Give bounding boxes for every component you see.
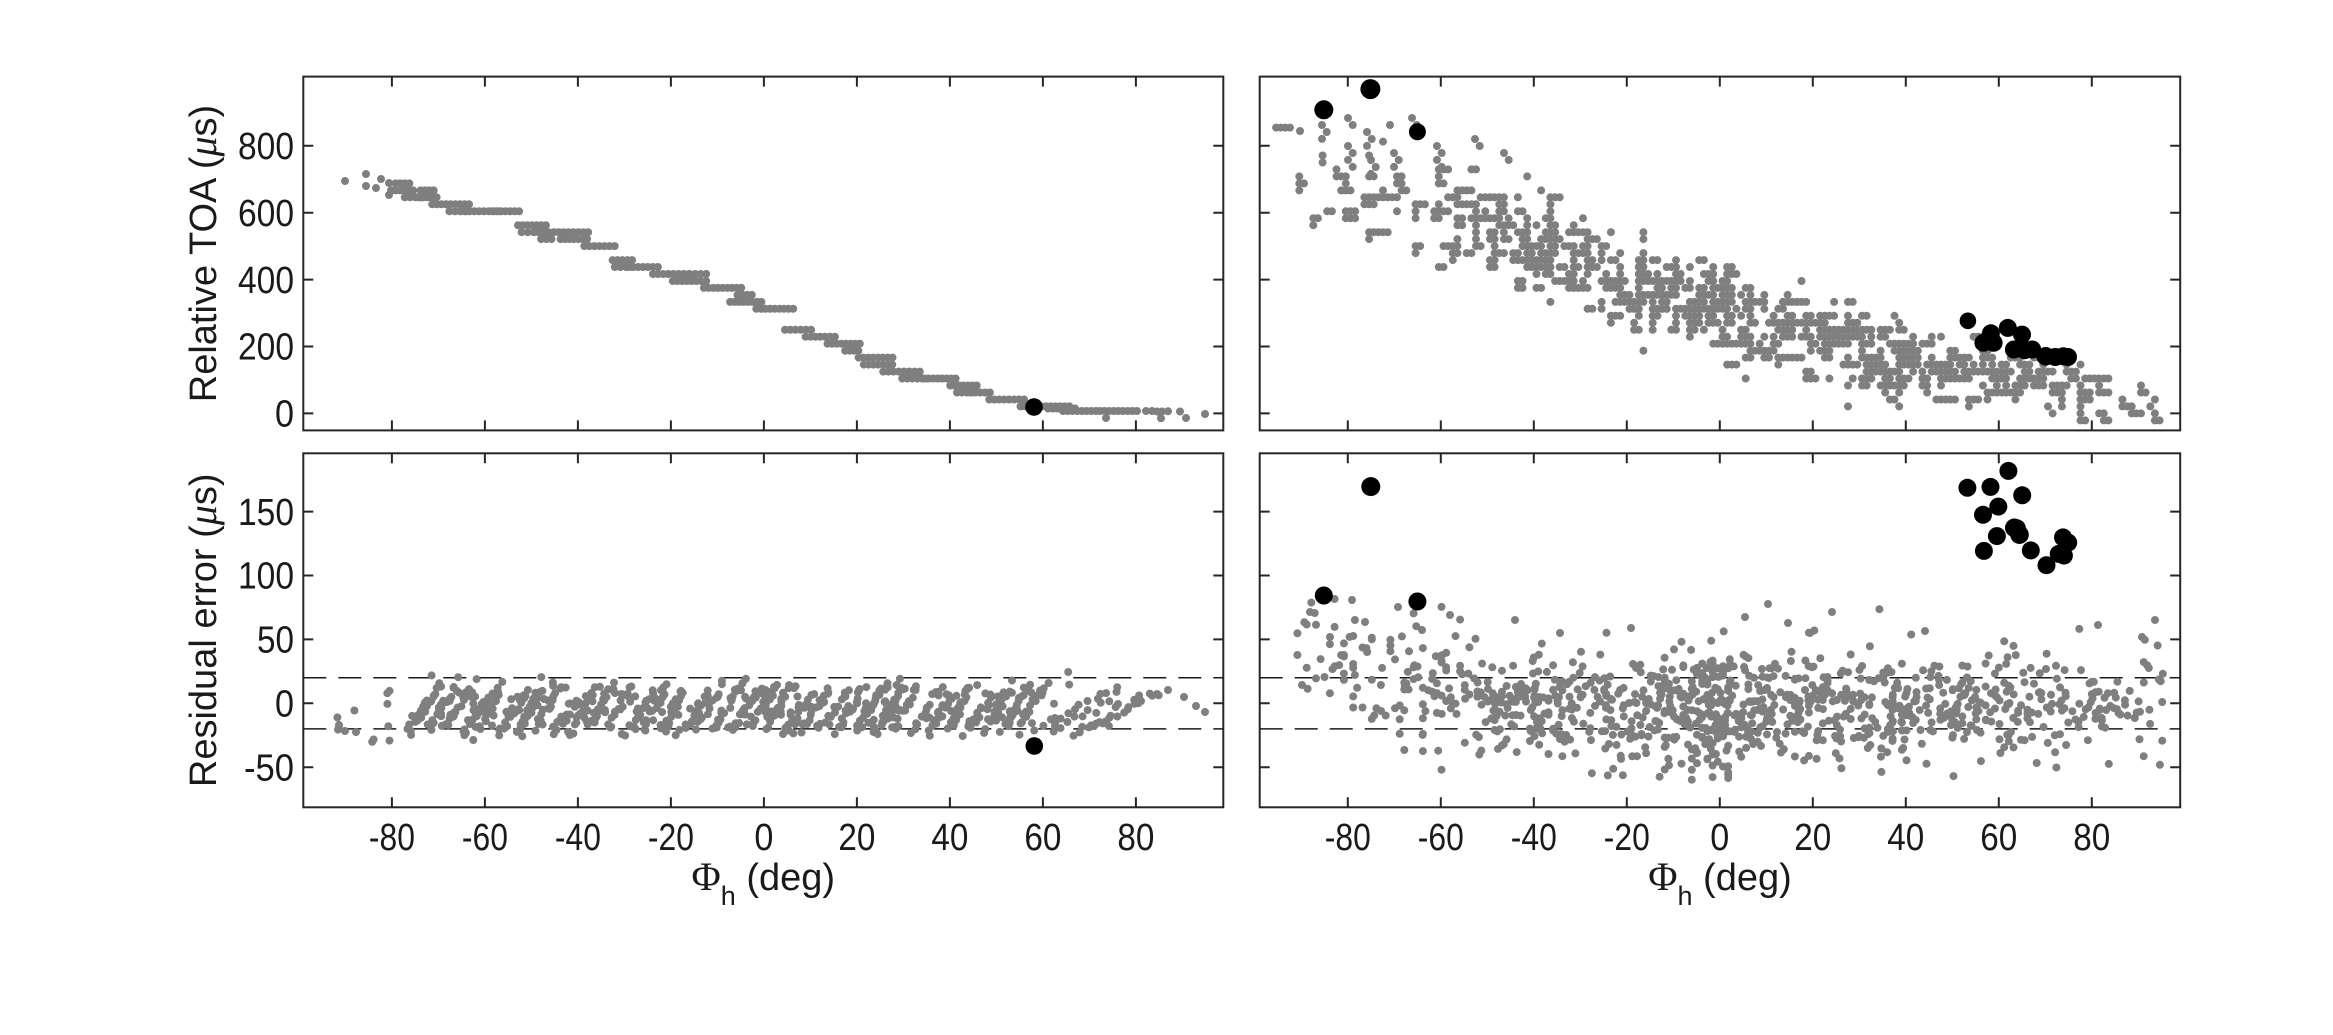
svg-text:800: 800	[238, 126, 294, 168]
svg-text:-50: -50	[244, 747, 294, 789]
svg-text:600: 600	[238, 193, 294, 235]
svg-text:0: 0	[754, 817, 773, 859]
svg-text:60: 60	[1980, 817, 2017, 859]
svg-text:-60: -60	[1418, 817, 1464, 859]
svg-text:200: 200	[238, 327, 294, 369]
svg-text:Φh (deg): Φh (deg)	[692, 854, 836, 911]
svg-text:0: 0	[275, 684, 294, 726]
svg-text:400: 400	[238, 260, 294, 302]
svg-text:0: 0	[1710, 817, 1729, 859]
svg-text:20: 20	[838, 817, 875, 859]
svg-text:80: 80	[1117, 817, 1154, 859]
svg-text:-80: -80	[369, 817, 415, 859]
svg-text:-20: -20	[648, 817, 694, 859]
svg-text:-80: -80	[1325, 817, 1371, 859]
svg-text:-20: -20	[1604, 817, 1650, 859]
svg-text:0: 0	[275, 394, 294, 436]
svg-text:40: 40	[931, 817, 968, 859]
svg-text:100: 100	[238, 556, 294, 598]
svg-text:20: 20	[1794, 817, 1831, 859]
svg-text:80: 80	[2073, 817, 2110, 859]
svg-text:50: 50	[257, 620, 294, 662]
svg-text:Relative TOA (μs): Relative TOA (μs)	[180, 105, 225, 402]
svg-text:40: 40	[1887, 817, 1924, 859]
svg-text:150: 150	[238, 492, 294, 534]
svg-text:Residual error (μs): Residual error (μs)	[180, 473, 225, 787]
svg-text:-40: -40	[1511, 817, 1557, 859]
svg-text:Φh (deg): Φh (deg)	[1648, 854, 1792, 911]
svg-text:60: 60	[1024, 817, 1061, 859]
svg-text:-40: -40	[555, 817, 601, 859]
svg-text:-60: -60	[462, 817, 508, 859]
